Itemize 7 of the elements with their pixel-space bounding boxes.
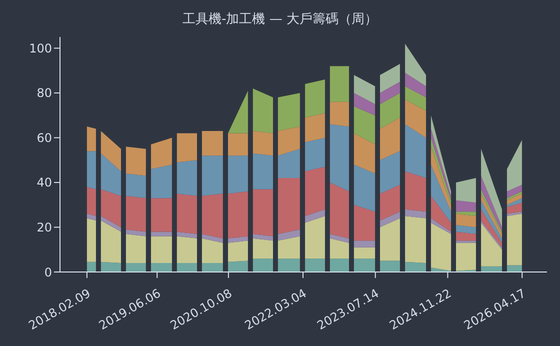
y-tick-label: 0 bbox=[44, 265, 52, 280]
y-tick-label: 80 bbox=[36, 86, 52, 100]
y-tick-label: 100 bbox=[29, 41, 52, 56]
y-tick-label: 40 bbox=[36, 176, 52, 190]
y-tick-label: 20 bbox=[36, 220, 52, 234]
y-tick-label: 60 bbox=[36, 130, 52, 145]
chart-title: 工具機-加工機 — 大戶籌碼（周） bbox=[182, 11, 378, 28]
